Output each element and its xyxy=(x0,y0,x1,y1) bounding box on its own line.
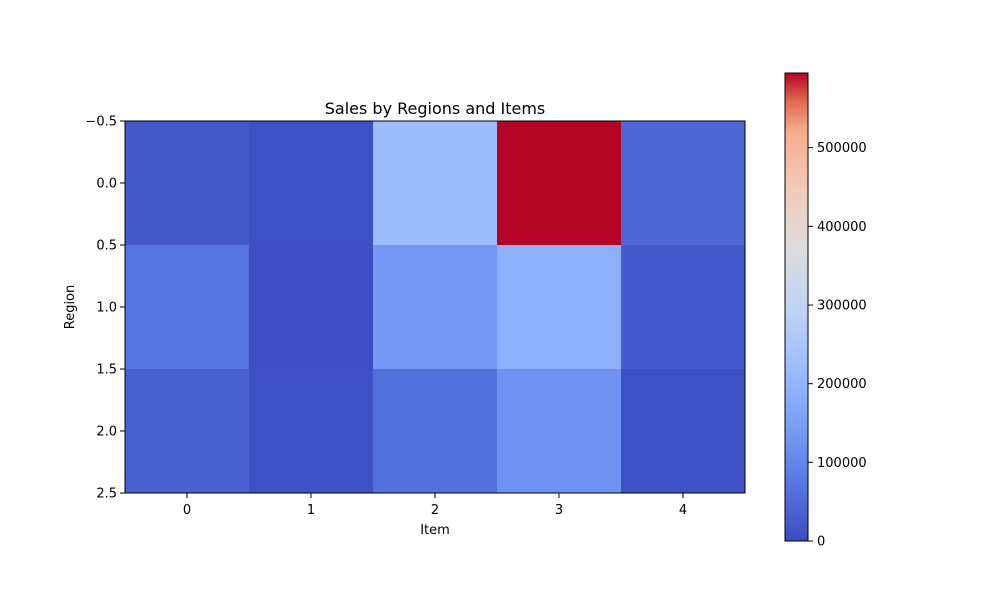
heatmap-cell xyxy=(249,245,374,370)
y-tick-label: 0.0 xyxy=(96,177,117,192)
heatmap-cell xyxy=(373,245,498,370)
colorbar-tick-label: 200000 xyxy=(817,377,867,392)
colorbar-tick-label: 400000 xyxy=(817,220,867,235)
x-tick-label: 1 xyxy=(307,503,315,518)
heatmap-cells xyxy=(125,121,746,494)
heatmap-cell xyxy=(621,121,746,246)
colorbar-ticks: 0 100000 200000 300000 400000 500000 xyxy=(808,141,867,550)
y-tick-label: 2.0 xyxy=(96,425,117,440)
heatmap-cell xyxy=(497,121,622,246)
heatmap-cell xyxy=(125,245,250,370)
heatmap-cell xyxy=(373,369,498,494)
heatmap-cell xyxy=(249,121,374,246)
y-axis-ticks: −0.5 0.0 0.5 1.0 1.5 2.0 2.5 xyxy=(85,115,125,502)
y-tick-label: −0.5 xyxy=(85,115,117,130)
heatmap-cell xyxy=(373,121,498,246)
chart-title: Sales by Regions and Items xyxy=(325,99,546,118)
colorbar-tick-label: 500000 xyxy=(817,141,867,156)
y-tick-label: 0.5 xyxy=(96,239,117,254)
x-axis-label: Item xyxy=(420,523,450,538)
y-tick-label: 2.5 xyxy=(96,487,117,502)
x-tick-label: 2 xyxy=(431,503,439,518)
heatmap-cell xyxy=(249,369,374,494)
heatmap-cell xyxy=(621,245,746,370)
x-tick-label: 4 xyxy=(679,503,687,518)
colorbar-tick-label: 100000 xyxy=(817,456,867,471)
colorbar-tick-label: 0 xyxy=(817,535,825,550)
x-tick-label: 3 xyxy=(555,503,563,518)
x-tick-label: 0 xyxy=(183,503,191,518)
heatmap-cell xyxy=(497,245,622,370)
heatmap-cell xyxy=(125,121,250,246)
colorbar-tick-label: 300000 xyxy=(817,299,867,314)
heatmap-cell xyxy=(125,369,250,494)
colorbar xyxy=(784,72,809,542)
heatmap-cell xyxy=(497,369,622,494)
x-axis-ticks: 0 1 2 3 4 xyxy=(183,493,687,518)
heatmap-cell xyxy=(621,369,746,494)
y-axis-label: Region xyxy=(63,285,78,330)
y-tick-label: 1.0 xyxy=(96,301,117,316)
y-tick-label: 1.5 xyxy=(96,363,117,378)
